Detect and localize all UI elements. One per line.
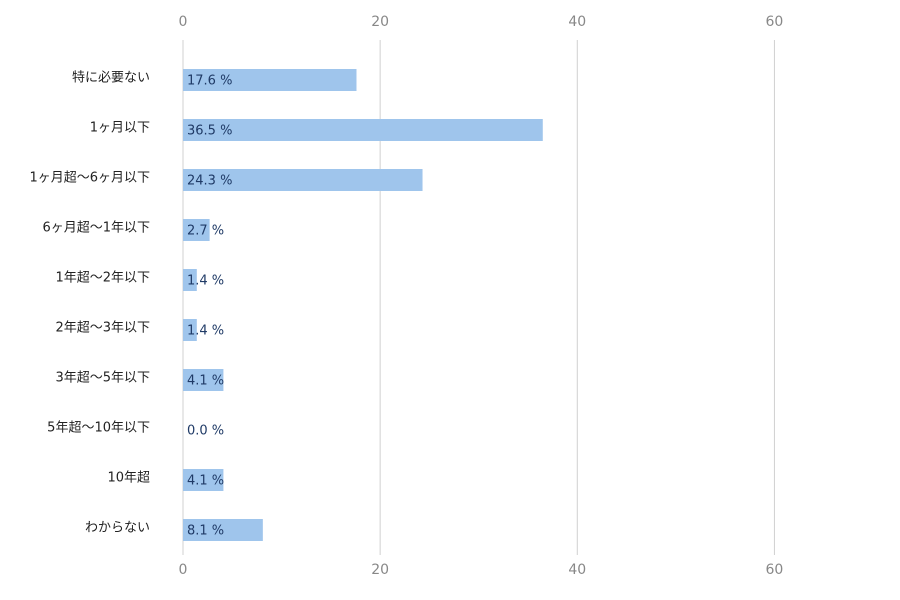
value-label: 17.6 % bbox=[187, 74, 232, 89]
value-label: 8.1 % bbox=[187, 524, 224, 539]
value-label: 24.3 % bbox=[187, 174, 232, 189]
y-tick-label: 特に必要ない bbox=[72, 71, 150, 86]
bar bbox=[183, 519, 263, 541]
y-tick-label: 1ヶ月超～6ヶ月以下 bbox=[29, 171, 150, 186]
value-label: 0.0 % bbox=[187, 424, 224, 439]
y-tick-label: 10年超 bbox=[107, 471, 150, 486]
bar bbox=[183, 119, 543, 141]
value-label: 1.4 % bbox=[187, 324, 224, 339]
value-label: 2.7 % bbox=[187, 224, 224, 239]
bar bbox=[183, 469, 224, 491]
y-tick-label: 6ヶ月超～1年以下 bbox=[42, 221, 150, 236]
x-tick-label: 20 bbox=[371, 14, 389, 30]
x-tick-label: 0 bbox=[179, 562, 188, 578]
bar bbox=[183, 369, 224, 391]
bar bbox=[183, 219, 210, 241]
x-tick-label: 60 bbox=[766, 562, 784, 578]
x-tick-label: 0 bbox=[179, 14, 188, 30]
bar bbox=[183, 269, 197, 291]
y-tick-label: 5年超～10年以下 bbox=[47, 421, 150, 436]
x-tick-label: 20 bbox=[371, 562, 389, 578]
value-label: 4.1 % bbox=[187, 474, 224, 489]
bar bbox=[183, 69, 357, 91]
y-tick-label: 3年超～5年以下 bbox=[55, 371, 150, 386]
y-tick-label: 1年超～2年以下 bbox=[55, 271, 150, 286]
value-label: 4.1 % bbox=[187, 374, 224, 389]
value-label: 1.4 % bbox=[187, 274, 224, 289]
y-tick-label: 1ヶ月以下 bbox=[90, 121, 150, 136]
value-label: 36.5 % bbox=[187, 124, 232, 139]
y-tick-label: 2年超～3年以下 bbox=[55, 321, 150, 336]
bar bbox=[183, 319, 197, 341]
bar bbox=[183, 169, 423, 191]
x-tick-label: 60 bbox=[766, 14, 784, 30]
x-tick-label: 40 bbox=[568, 562, 586, 578]
x-tick-label: 40 bbox=[568, 14, 586, 30]
y-tick-label: わからない bbox=[85, 521, 150, 536]
